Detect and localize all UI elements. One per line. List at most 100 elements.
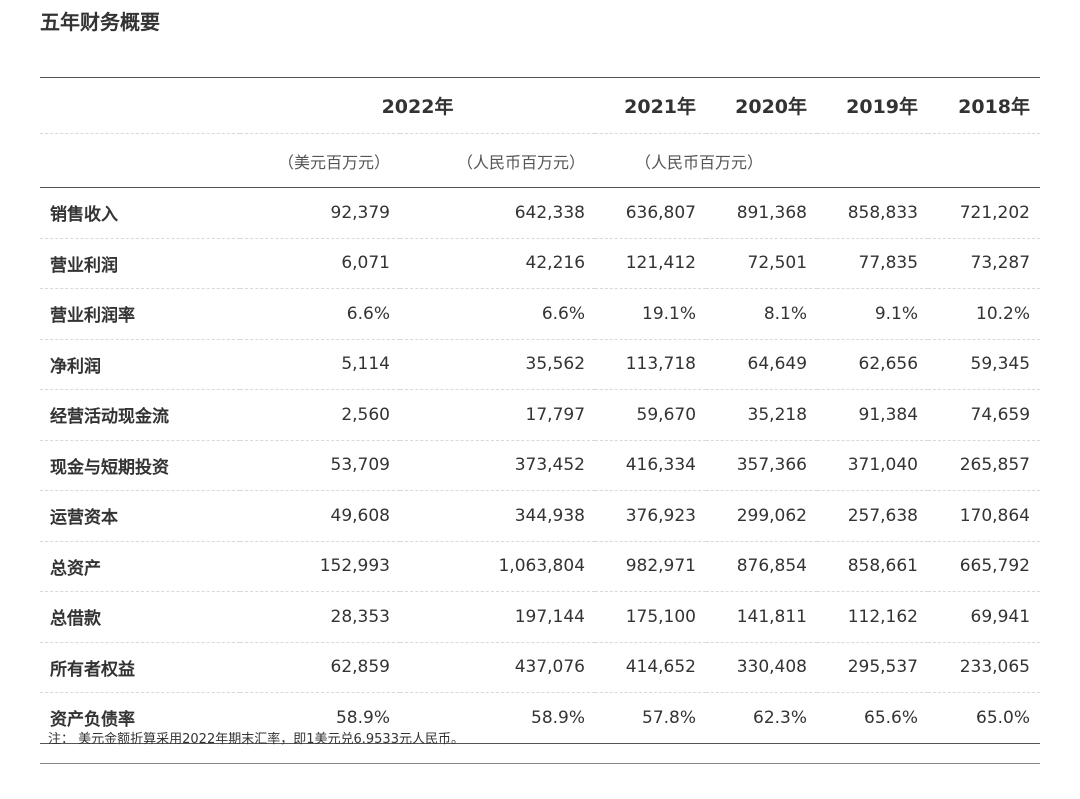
header-year-2019: 2019年 (817, 77, 929, 134)
cell-y2021: 113,718 (595, 339, 707, 390)
cell-rmb-2022: 35,562 (400, 339, 596, 390)
cell-y2021: 57.8% (595, 692, 707, 744)
header-blank (40, 77, 240, 134)
table-row: 现金与短期投资 53,709 373,452 416,334 357,366 371,04… (40, 440, 1041, 491)
financial-summary-table: 2022年 2021年 2020年 2019年 2018年 （美元百万元） （人… (40, 77, 1041, 744)
cell-y2019: 9.1% (817, 288, 929, 340)
cell-usd-2022: 49,608 (240, 490, 400, 542)
cell-y2020: 62.3% (706, 692, 818, 744)
row-label: 经营活动现金流 (40, 389, 240, 441)
cell-y2019: 295,537 (817, 642, 929, 693)
cell-usd-2022: 62,859 (240, 642, 400, 693)
cell-y2018: 233,065 (928, 642, 1041, 693)
cell-y2021: 982,971 (595, 541, 707, 592)
unit-rmb-2022: （人民币百万元） (400, 133, 596, 188)
row-label: 总借款 (40, 591, 240, 643)
unit-rmb-historical-label: （人民币百万元） (635, 152, 764, 172)
cell-usd-2022: 152,993 (240, 541, 400, 592)
table-row: 经营活动现金流 2,560 17,797 59,670 35,218 91,384 74,6… (40, 389, 1041, 441)
cell-rmb-2022: 42,216 (400, 238, 596, 289)
row-label: 营业利润率 (40, 288, 240, 340)
table-row: 销售收入 92,379 642,338 636,807 891,368 858,833 72… (40, 187, 1041, 239)
year-header-row: 2022年 2021年 2020年 2019年 2018年 (40, 77, 1041, 134)
table-row: 资产负债率 58.9% 58.9% 57.8% 62.3% 65.6% 65.0% (40, 692, 1041, 744)
unit-blank (40, 133, 240, 188)
cell-y2019: 65.6% (817, 692, 929, 744)
row-label: 资产负债率 (40, 692, 240, 744)
cell-y2018: 69,941 (928, 591, 1041, 643)
cell-y2021: 59,670 (595, 389, 707, 441)
table-row: 所有者权益 62,859 437,076 414,652 330,408 295,537 2… (40, 642, 1041, 693)
cell-usd-2022: 2,560 (240, 389, 400, 441)
row-label: 销售收入 (40, 187, 240, 239)
cell-y2020: 8.1% (706, 288, 818, 340)
header-year-2018: 2018年 (928, 77, 1041, 134)
cell-y2020: 35,218 (706, 389, 818, 441)
cell-y2021: 19.1% (595, 288, 707, 340)
cell-rmb-2022: 642,338 (400, 187, 596, 239)
cell-rmb-2022: 17,797 (400, 389, 596, 441)
table-row: 净利润 5,114 35,562 113,718 64,649 62,656 59,345 (40, 339, 1041, 390)
cell-y2021: 175,100 (595, 591, 707, 643)
cell-y2019: 112,162 (817, 591, 929, 643)
cell-y2019: 91,384 (817, 389, 929, 441)
unit-rmb-historical: （人民币百万元） (595, 133, 1041, 188)
cell-rmb-2022: 6.6% (400, 288, 596, 340)
cell-y2018: 170,864 (928, 490, 1041, 542)
cell-y2020: 891,368 (706, 187, 818, 239)
cell-rmb-2022: 344,938 (400, 490, 596, 542)
cell-y2018: 10.2% (928, 288, 1041, 340)
row-label: 所有者权益 (40, 642, 240, 693)
cell-y2021: 376,923 (595, 490, 707, 542)
cell-usd-2022: 92,379 (240, 187, 400, 239)
cell-usd-2022: 6.6% (240, 288, 400, 340)
cell-y2018: 65.0% (928, 692, 1041, 744)
table-row: 运营资本 49,608 344,938 376,923 299,062 257,638 17… (40, 490, 1041, 542)
cell-usd-2022: 58.9% (240, 692, 400, 744)
cell-usd-2022: 6,071 (240, 238, 400, 289)
cell-y2018: 721,202 (928, 187, 1041, 239)
header-year-2022: 2022年 (240, 77, 596, 134)
table-row: 营业利润 6,071 42,216 121,412 72,501 77,835 73,287 (40, 238, 1041, 289)
unit-usd: （美元百万元） (240, 133, 400, 188)
cell-y2020: 64,649 (706, 339, 818, 390)
cell-rmb-2022: 373,452 (400, 440, 596, 491)
cell-rmb-2022: 197,144 (400, 591, 596, 643)
header-year-2020: 2020年 (706, 77, 818, 134)
cell-y2021: 416,334 (595, 440, 707, 491)
table-row: 总借款 28,353 197,144 175,100 141,811 112,162 69,… (40, 591, 1041, 643)
cell-y2018: 265,857 (928, 440, 1041, 491)
cell-y2020: 876,854 (706, 541, 818, 592)
cell-rmb-2022: 58.9% (400, 692, 596, 744)
row-label: 现金与短期投资 (40, 440, 240, 491)
cell-y2018: 665,792 (928, 541, 1041, 592)
cell-y2020: 299,062 (706, 490, 818, 542)
row-label: 总资产 (40, 541, 240, 592)
cell-y2020: 357,366 (706, 440, 818, 491)
cell-rmb-2022: 437,076 (400, 642, 596, 693)
cell-y2021: 414,652 (595, 642, 707, 693)
footnote: 注： 美元金额折算采用2022年期末汇率，即1美元兑6.9533元人民币。 (40, 716, 1040, 764)
cell-y2020: 141,811 (706, 591, 818, 643)
cell-y2018: 59,345 (928, 339, 1041, 390)
row-label: 营业利润 (40, 238, 240, 289)
cell-rmb-2022: 1,063,804 (400, 541, 596, 592)
cell-y2019: 77,835 (817, 238, 929, 289)
cell-usd-2022: 28,353 (240, 591, 400, 643)
cell-y2020: 72,501 (706, 238, 818, 289)
table-row: 总资产 152,993 1,063,804 982,971 876,854 858,661… (40, 541, 1041, 592)
cell-y2019: 257,638 (817, 490, 929, 542)
header-year-2021: 2021年 (595, 77, 707, 134)
cell-y2019: 62,656 (817, 339, 929, 390)
cell-y2019: 371,040 (817, 440, 929, 491)
cell-usd-2022: 5,114 (240, 339, 400, 390)
cell-y2020: 330,408 (706, 642, 818, 693)
cell-y2019: 858,833 (817, 187, 929, 239)
cell-y2018: 74,659 (928, 389, 1041, 441)
row-label: 运营资本 (40, 490, 240, 542)
table-row: 营业利润率 6.6% 6.6% 19.1% 8.1% 9.1% 10.2% (40, 288, 1041, 340)
cell-y2021: 121,412 (595, 238, 707, 289)
cell-y2018: 73,287 (928, 238, 1041, 289)
cell-usd-2022: 53,709 (240, 440, 400, 491)
page-title: 五年财务概要 (40, 10, 160, 34)
